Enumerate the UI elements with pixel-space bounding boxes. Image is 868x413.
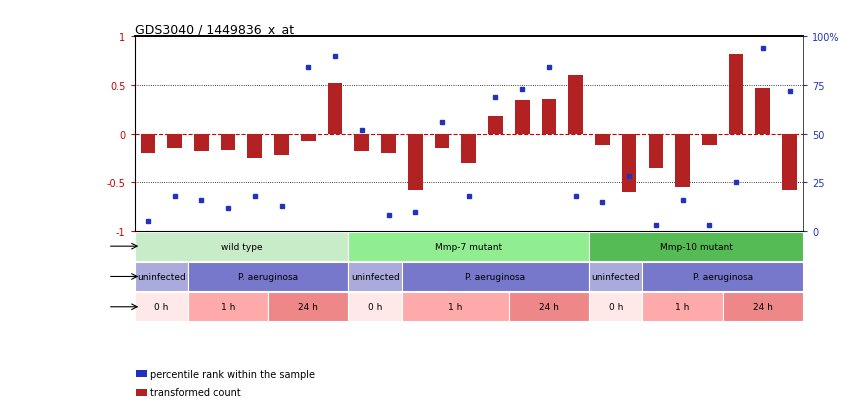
Text: 0 h: 0 h (155, 303, 168, 311)
Text: 1 h: 1 h (675, 303, 690, 311)
Bar (135, 232, 348, 261)
Bar (435, 134, 450, 149)
Bar (488, 117, 503, 134)
Bar (247, 134, 262, 159)
Text: 24 h: 24 h (539, 303, 559, 311)
Text: 0 h: 0 h (608, 303, 623, 311)
Text: P. aeruginosa: P. aeruginosa (465, 272, 525, 281)
Bar (194, 134, 208, 152)
Bar (595, 134, 609, 146)
Text: wild type: wild type (220, 242, 262, 251)
Bar (589, 232, 803, 261)
Bar (642, 262, 803, 291)
Bar (755, 89, 770, 134)
Text: 24 h: 24 h (299, 303, 319, 311)
Bar (515, 100, 529, 134)
Text: 24 h: 24 h (753, 303, 773, 311)
Bar (589, 292, 642, 322)
Text: uninfected: uninfected (351, 272, 399, 281)
Bar (381, 134, 396, 154)
Bar (354, 134, 369, 152)
Bar (168, 134, 182, 149)
Bar (589, 262, 642, 291)
Bar (274, 134, 289, 156)
Bar (402, 292, 509, 322)
Bar (135, 262, 188, 291)
Text: transformed count: transformed count (150, 387, 241, 397)
Bar (642, 292, 723, 322)
Text: P. aeruginosa: P. aeruginosa (238, 272, 299, 281)
Text: uninfected: uninfected (591, 272, 640, 281)
Bar (402, 262, 589, 291)
Bar (569, 76, 583, 134)
Bar (675, 134, 690, 188)
Bar (135, 292, 188, 322)
Text: 1 h: 1 h (448, 303, 463, 311)
Bar (268, 292, 348, 322)
Text: percentile rank within the sample: percentile rank within the sample (150, 369, 315, 379)
Bar (462, 134, 476, 164)
Bar (348, 232, 589, 261)
Bar (542, 100, 556, 134)
Text: Mmp-10 mutant: Mmp-10 mutant (660, 242, 733, 251)
Bar (621, 134, 636, 192)
Bar (188, 262, 348, 291)
Bar (723, 292, 803, 322)
Bar (348, 292, 402, 322)
Bar (348, 262, 402, 291)
Bar (702, 134, 717, 146)
Bar (648, 134, 663, 169)
Text: P. aeruginosa: P. aeruginosa (693, 272, 753, 281)
Text: 0 h: 0 h (368, 303, 382, 311)
Bar (729, 55, 743, 134)
Text: 1 h: 1 h (221, 303, 235, 311)
Text: uninfected: uninfected (137, 272, 186, 281)
Text: GDS3040 / 1449836_x_at: GDS3040 / 1449836_x_at (135, 23, 293, 36)
Bar (408, 134, 423, 191)
Bar (301, 134, 316, 142)
Bar (141, 134, 155, 154)
Bar (188, 292, 268, 322)
Bar (509, 292, 589, 322)
Text: Mmp-7 mutant: Mmp-7 mutant (435, 242, 503, 251)
Bar (220, 134, 235, 151)
Bar (782, 134, 797, 191)
Bar (328, 84, 342, 134)
